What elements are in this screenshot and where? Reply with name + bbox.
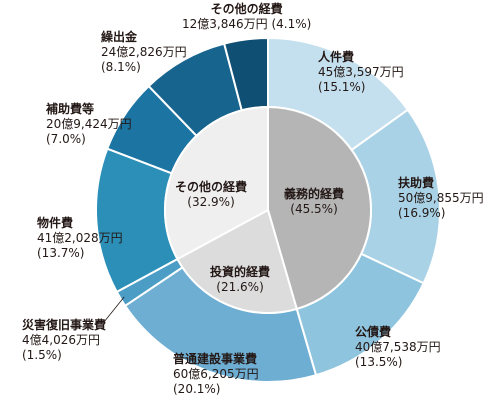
label-amount-percent: 12億3,846万円 (4.1%) <box>182 17 312 31</box>
label-toushiteki: 投資的経費 (21.6%) <box>210 265 270 295</box>
label-hojohi: 補助費等 20億9,424万円 (7.0%) <box>46 102 132 147</box>
label-percent: (8.1%) <box>101 60 141 74</box>
label-futsuu-kensetsu: 普通建設事業費 60億6,205万円 (20.1%) <box>173 352 259 397</box>
label-amount: 50億9,855万円 <box>398 191 484 205</box>
label-percent: (16.9%) <box>398 206 446 220</box>
label-percent: (1.5%) <box>22 348 62 362</box>
label-percent: (32.9%) <box>187 195 235 209</box>
label-name: その他の経費 <box>210 2 283 16</box>
label-amount: 45億3,597万円 <box>318 65 404 79</box>
label-percent: (45.5%) <box>290 202 338 216</box>
label-percent: (13.5%) <box>355 355 403 369</box>
inner-slice-0 <box>267 105 372 311</box>
label-fujohi: 扶助費 50億9,855万円 (16.9%) <box>398 176 484 221</box>
label-name: 義務的経費 <box>284 187 345 201</box>
inner-pie <box>164 105 372 314</box>
label-kousaihi: 公債費 40億7,538万円 (13.5%) <box>355 325 441 370</box>
label-percent: (15.1%) <box>318 80 366 94</box>
label-sonota-inner: その他の経費 (32.9%) <box>175 180 247 210</box>
label-amount: 40億7,538万円 <box>355 340 441 354</box>
label-amount: 41億2,028万円 <box>37 231 123 245</box>
label-amount: 24億2,826万円 <box>101 45 187 59</box>
label-name: 補助費等 <box>46 102 95 116</box>
label-name: その他の経費 <box>175 180 248 194</box>
label-amount: 4億4,026万円 <box>22 333 100 347</box>
label-gimuteki: 義務的経費 (45.5%) <box>284 187 344 217</box>
label-amount: 60億6,205万円 <box>173 367 259 381</box>
label-percent: (21.6%) <box>216 280 264 294</box>
label-name: 人件費 <box>318 50 355 64</box>
label-percent: (20.1%) <box>173 382 221 396</box>
label-percent: (13.7%) <box>37 246 85 260</box>
label-kuridashikin: 繰出金 24億2,826万円 (8.1%) <box>101 30 187 75</box>
label-name: 繰出金 <box>101 30 138 44</box>
label-bukkenhi: 物件費 41億2,028万円 (13.7%) <box>37 216 123 261</box>
label-name: 投資的経費 <box>210 265 271 279</box>
outer-ring <box>95 36 441 383</box>
label-sonota-outer: その他の経費 12億3,846万円 (4.1%) <box>182 2 311 32</box>
label-jinkenhi: 人件費 45億3,597万円 (15.1%) <box>318 50 404 95</box>
label-name: 災害復旧事業費 <box>22 318 107 332</box>
inner-slice-1 <box>176 208 298 314</box>
label-name: 物件費 <box>37 216 74 230</box>
label-name: 扶助費 <box>398 176 435 190</box>
label-name: 公債費 <box>355 325 392 339</box>
label-percent: (7.0%) <box>46 132 86 146</box>
label-saigai-fukkyu: 災害復旧事業費 4億4,026万円 (1.5%) <box>22 318 106 363</box>
inner-slice-2 <box>164 105 269 261</box>
leader-line <box>103 296 125 323</box>
label-name: 普通建設事業費 <box>173 352 258 366</box>
label-amount: 20億9,424万円 <box>46 117 132 131</box>
